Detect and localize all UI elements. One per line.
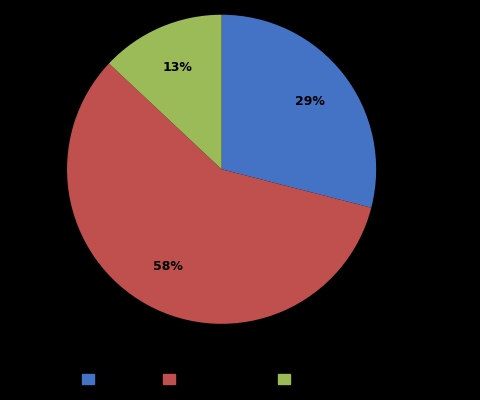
- Text: 58%: 58%: [153, 260, 183, 273]
- Wedge shape: [222, 15, 376, 208]
- Wedge shape: [67, 64, 372, 324]
- Wedge shape: [109, 15, 222, 169]
- Text: 29%: 29%: [295, 94, 324, 108]
- Text: 13%: 13%: [162, 61, 192, 74]
